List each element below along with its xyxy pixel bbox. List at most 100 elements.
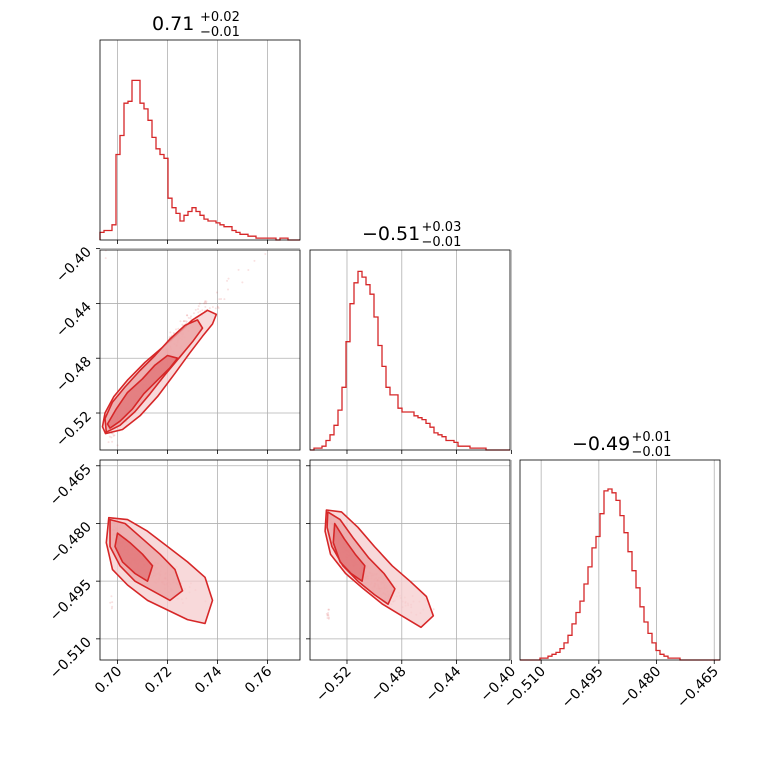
scatter-point (218, 298, 221, 301)
grid-lines (117, 40, 268, 240)
scatter-point (194, 308, 197, 311)
scatter-point (199, 310, 202, 313)
x-tick-label: −0.44 (423, 663, 465, 705)
scatter-point (217, 306, 220, 309)
scatter-point (111, 440, 114, 443)
scatter-point (107, 441, 110, 444)
y-tick-label: −0.44 (53, 299, 95, 341)
grid-lines (100, 248, 300, 450)
x-tick-label: −0.495 (559, 664, 607, 712)
y-tick-label: −0.52 (53, 409, 95, 451)
scatter-point (220, 298, 223, 301)
histogram-1 (310, 270, 510, 451)
scatter-point (205, 300, 208, 303)
scatter-point (198, 302, 201, 305)
grid-lines (540, 460, 715, 660)
x-tick-label: 0.70 (92, 664, 125, 697)
grid-lines (346, 250, 512, 450)
scatter-point (327, 614, 330, 617)
scatter-point (227, 277, 230, 280)
scatter-point (326, 617, 329, 620)
scatter-point (214, 307, 217, 310)
param-title-upper-0: +0.02 (200, 10, 240, 25)
x-tick-label: 0.72 (142, 664, 175, 697)
x-tick-label: −0.48 (368, 664, 410, 706)
scatter-point (216, 305, 219, 308)
scatter-point (326, 614, 329, 617)
scatter-point (328, 608, 331, 611)
x-tick-label: −0.480 (616, 664, 664, 712)
contour-level-2 (326, 511, 396, 606)
scatter-point (203, 302, 206, 305)
scatter-point (226, 288, 229, 291)
scatter-point (189, 317, 192, 320)
scatter-point (185, 314, 188, 317)
scatter-point (325, 612, 328, 615)
axes-frame (99, 249, 301, 451)
axes-frame (519, 459, 721, 661)
scatter-point (168, 336, 171, 339)
scatter-point (108, 435, 111, 438)
y-tick-label: −0.48 (53, 354, 95, 396)
scatter-point (264, 252, 267, 255)
scatter-point (184, 319, 187, 322)
scatter-point (105, 246, 107, 248)
density-panel-0 (100, 237, 267, 447)
scatter-point (327, 617, 330, 620)
scatter-point (104, 237, 106, 239)
scatter-point (215, 291, 218, 294)
param-title-2: −0.49 (572, 433, 630, 455)
contour-level-1 (114, 532, 154, 583)
axes-frame (309, 459, 511, 661)
scatter-point (197, 305, 200, 308)
scatter-point (247, 268, 250, 271)
scatter-point (241, 281, 244, 284)
scatter-point (327, 611, 330, 614)
y-tick-label: −0.480 (47, 519, 95, 567)
scatter-point (223, 298, 226, 301)
scatter-point (110, 436, 113, 439)
contour-level-1 (106, 354, 179, 429)
scatter-point (328, 616, 331, 619)
scatter-point (183, 320, 186, 323)
density-panel-1 (105, 516, 214, 625)
scatter-point (182, 320, 185, 323)
scatter-point (226, 279, 229, 282)
scatter-point (185, 320, 188, 323)
y-tick-label: −0.510 (47, 634, 95, 682)
scatter-point (192, 312, 195, 315)
x-tick-label: −0.52 (313, 664, 355, 706)
param-title-1: −0.51 (362, 223, 420, 245)
scatter-point (208, 307, 211, 310)
scatter-point (186, 314, 189, 317)
scatter-point (181, 323, 184, 326)
scatter-point (112, 434, 115, 437)
y-tick-label: −0.40 (53, 244, 95, 286)
scatter-point (177, 327, 180, 330)
scatter-point (204, 305, 207, 308)
scatter-point (190, 315, 193, 318)
scatter-point (111, 605, 114, 608)
histogram-2 (520, 488, 720, 661)
param-title-lower-1: −0.01 (422, 235, 462, 250)
scatter-point (203, 301, 206, 304)
x-tick-label: −0.465 (674, 664, 722, 712)
scatter-point (109, 601, 112, 604)
scatter-point (327, 608, 330, 611)
scatter-point (169, 331, 172, 334)
scatter-point (197, 308, 200, 311)
scatter-point (116, 444, 119, 447)
x-tick-label: 0.74 (192, 663, 225, 696)
param-title-0: 0.71 (152, 13, 194, 35)
scatter-point (253, 259, 256, 262)
scatter-point (110, 607, 113, 610)
y-tick-label: −0.465 (47, 461, 95, 509)
scatter-point (197, 311, 200, 314)
scatter-point (111, 601, 114, 604)
axes-frame (99, 39, 301, 241)
param-title-lower-0: −0.01 (200, 25, 240, 40)
scatter-point (205, 302, 208, 305)
scatter-point (327, 613, 330, 616)
